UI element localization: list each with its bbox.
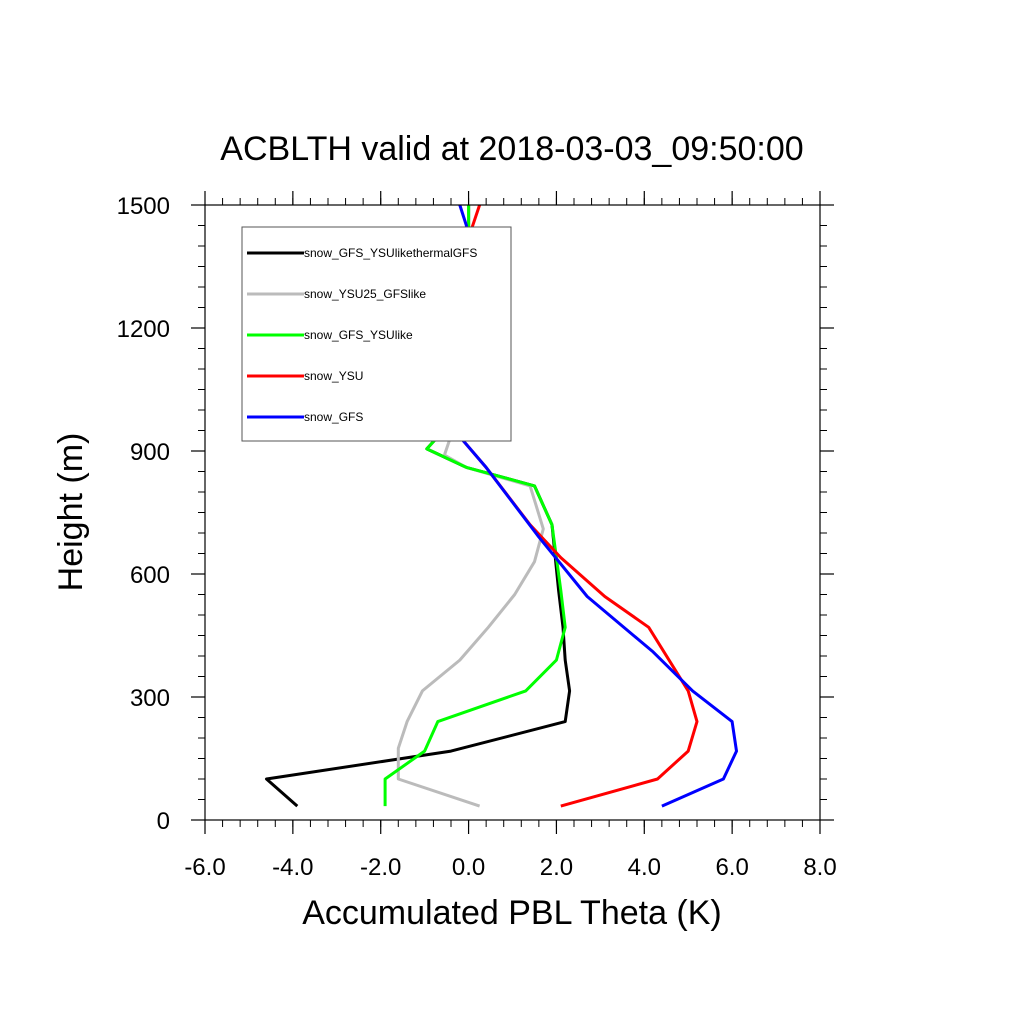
- y-tick-label: 0: [157, 808, 170, 835]
- x-tick-label: 6.0: [715, 854, 748, 881]
- x-tick-label: -4.0: [272, 854, 313, 881]
- y-tick-label: 600: [130, 562, 170, 589]
- y-tick-label: 900: [130, 439, 170, 466]
- y-tick-label: 300: [130, 685, 170, 712]
- legend-label: snow_YSU25_GFSlike: [304, 287, 426, 301]
- x-tick-label: -6.0: [184, 854, 225, 881]
- x-tick-label: 4.0: [628, 854, 661, 881]
- legend-label: snow_GFS_YSUlike: [304, 328, 413, 342]
- legend: snow_GFS_YSUlikethermalGFS snow_YSU25_GFS…: [241, 226, 512, 442]
- x-tick-label: 2.0: [540, 854, 573, 881]
- x-tick-label: -2.0: [360, 854, 401, 881]
- axis-tick-labels: -6.0 -4.0 -2.0 0.0 2.0 4.0 6.0 8.0 0 300 600 900 120…: [117, 193, 837, 881]
- legend-label: snow_YSU: [304, 369, 363, 383]
- y-axis-label: Height (m): [52, 433, 90, 592]
- legend-label: snow_GFS_YSUlikethermalGFS: [304, 246, 477, 260]
- x-tick-label: 8.0: [803, 854, 836, 881]
- chart-title: ACBLTH valid at 2018-03-03_09:50:00: [220, 130, 803, 168]
- x-axis-label: Accumulated PBL Theta (K): [302, 894, 722, 932]
- axis-ticks: [191, 191, 834, 834]
- x-tick-label: 0.0: [452, 854, 485, 881]
- y-tick-label: 1500: [117, 193, 170, 220]
- legend-label: snow_GFS: [304, 410, 363, 424]
- y-tick-label: 1200: [117, 316, 170, 343]
